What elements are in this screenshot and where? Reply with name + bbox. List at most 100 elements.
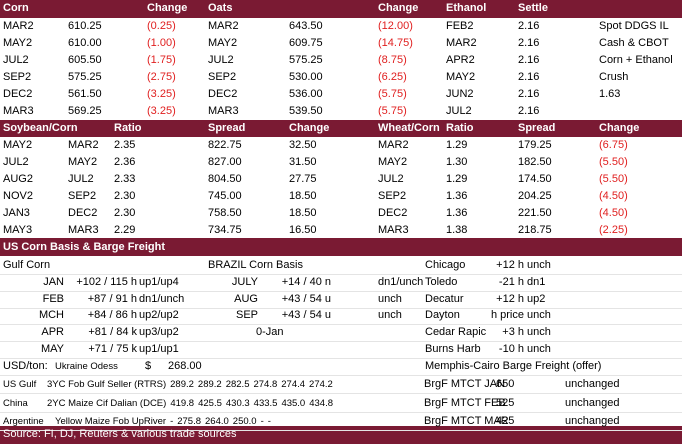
- cell: (1.75): [147, 54, 176, 66]
- header-cell: Change: [599, 122, 640, 134]
- cell: MAR3: [378, 224, 409, 236]
- cell: 1.30: [446, 156, 468, 168]
- change: dn1: [527, 275, 546, 288]
- cell: 561.50: [68, 88, 102, 100]
- header-cell: Wheat/Corn: [378, 122, 440, 134]
- basis: +14 / 40 n: [281, 275, 331, 288]
- cell: (5.75): [378, 105, 407, 117]
- cell: MAY2: [446, 71, 476, 83]
- cell: 643.50: [289, 20, 323, 32]
- cell: (4.50): [599, 190, 628, 202]
- value: 434.8: [309, 398, 333, 409]
- cell: 2.30: [114, 190, 136, 202]
- cell: 27.75: [289, 173, 317, 185]
- cell: SEP2: [68, 190, 97, 202]
- header-band: [0, 0, 682, 18]
- basis: +43 / 54 u: [281, 309, 331, 322]
- cell: 827.00: [208, 156, 242, 168]
- cell: (12.00): [378, 20, 413, 32]
- value: 274.8: [253, 379, 278, 390]
- cell: 2.16: [518, 54, 540, 66]
- value: 274.2: [309, 379, 333, 390]
- row-rule: [0, 412, 682, 413]
- note: 1.63: [599, 88, 621, 100]
- row-rule: [0, 393, 682, 394]
- basis: +84 / 86 h: [87, 309, 137, 322]
- cell: (6.25): [378, 71, 407, 83]
- sub-title: Gulf Corn: [3, 259, 51, 271]
- cell: 1.29: [446, 173, 468, 185]
- month: FEB: [42, 292, 64, 305]
- row-rule: [0, 324, 682, 326]
- month: AUG: [234, 292, 258, 305]
- cell: (4.50): [599, 207, 628, 219]
- cell: MAY2: [3, 37, 33, 49]
- cell: (2.25): [599, 224, 628, 236]
- header-cell: Corn: [3, 2, 29, 14]
- row-rule: [0, 430, 682, 431]
- cell: (3.25): [147, 88, 176, 100]
- cell: (5.50): [599, 156, 628, 168]
- basis: +102 / 115 h: [76, 275, 137, 288]
- cell: (6.75): [599, 139, 628, 151]
- value: -: [260, 416, 264, 427]
- city: Dayton: [425, 309, 460, 322]
- section-title: US Corn Basis & Barge Freight: [3, 241, 165, 253]
- currency: $: [145, 360, 152, 372]
- desc: 2YC Maize Cif Dalian (DCE): [47, 398, 167, 409]
- basis: +71 / 75 k: [88, 343, 137, 355]
- cell: 734.75: [208, 224, 242, 236]
- header-cell: Ethanol: [446, 2, 487, 14]
- cell: 18.50: [289, 207, 317, 219]
- cell: (0.25): [147, 20, 176, 32]
- header-cell: Ratio: [446, 122, 474, 134]
- cell: 1.36: [446, 207, 468, 219]
- change: up2: [527, 292, 546, 305]
- cell: 179.25: [518, 139, 552, 151]
- row-rule: [0, 341, 682, 343]
- header-cell: Change: [378, 2, 419, 14]
- cell: 2.36: [114, 156, 136, 168]
- value: 430.3: [225, 398, 250, 409]
- cell: 2.30: [114, 207, 136, 219]
- change: unch: [527, 309, 551, 322]
- cell: 804.50: [208, 173, 242, 185]
- value: -: [170, 416, 174, 427]
- cell: 1.38: [446, 224, 468, 236]
- cell: AUG2: [3, 173, 33, 185]
- row-rule: [0, 290, 682, 292]
- barge-label: BrgF MTCT JAN: [424, 378, 506, 390]
- value: 264.0: [205, 416, 229, 427]
- cell: JAN3: [3, 207, 30, 219]
- cell: 2.33: [114, 173, 136, 185]
- cell: 605.50: [68, 54, 102, 66]
- change: up3/up2: [139, 326, 179, 339]
- cell: 610.25: [68, 20, 102, 32]
- cell: 204.25: [518, 190, 552, 202]
- cell: (5.75): [378, 88, 407, 100]
- barge-value: 650: [496, 378, 515, 390]
- cell: (1.00): [147, 37, 176, 49]
- cell: DEC2: [208, 88, 238, 100]
- header-cell: Change: [289, 122, 330, 134]
- cell: 745.00: [208, 190, 242, 202]
- cell: SEP2: [208, 71, 237, 83]
- cell: 2.35: [114, 139, 136, 151]
- change: unch: [527, 259, 551, 271]
- month: MCH: [38, 309, 64, 322]
- cell: 16.50: [289, 224, 317, 236]
- change: unch: [378, 309, 402, 322]
- header-cell: Spread: [208, 122, 246, 134]
- value: 268.00: [168, 360, 202, 372]
- cell: JUL2: [3, 156, 29, 168]
- change: unch: [527, 343, 551, 355]
- cell: DEC2: [68, 207, 98, 219]
- month: SEP: [235, 309, 258, 322]
- row-rule: [0, 274, 682, 275]
- cell: 174.50: [518, 173, 552, 185]
- change: unch: [527, 326, 551, 339]
- cell: 221.50: [518, 207, 552, 219]
- cell: 2.16: [518, 105, 540, 117]
- note: Crush: [599, 71, 629, 83]
